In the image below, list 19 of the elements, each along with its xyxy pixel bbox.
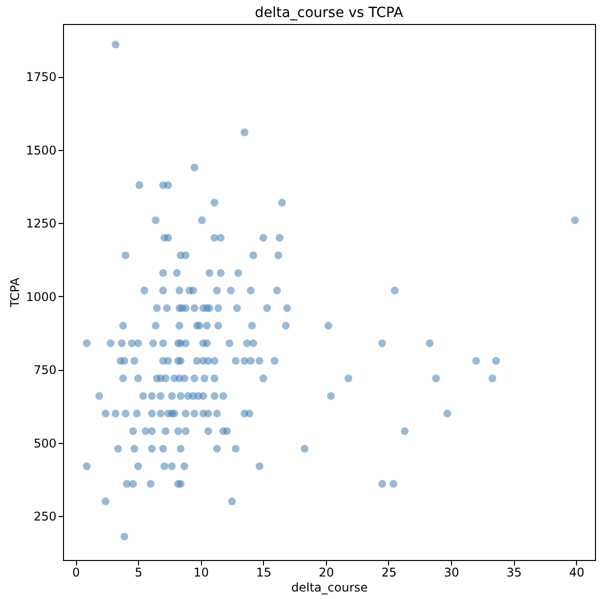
y-axis-title: TCPA xyxy=(8,276,22,308)
x-tick-label: 15 xyxy=(256,566,272,580)
y-tick-label: 250 xyxy=(34,510,56,524)
y-tick-label: 1750 xyxy=(26,70,56,84)
y-tick-label: 1500 xyxy=(26,143,56,158)
x-tick-label: 5 xyxy=(134,566,142,580)
y-tick-label: 1000 xyxy=(26,290,56,304)
x-tick-label: 10 xyxy=(194,566,209,580)
y-tick-label: 1250 xyxy=(26,216,56,231)
y-tick-label: 500 xyxy=(34,436,56,450)
x-tick-label: 30 xyxy=(444,566,460,580)
x-tick-label: 20 xyxy=(318,566,334,580)
x-tick-label: 25 xyxy=(381,566,397,580)
chart-title: delta_course vs TCPA xyxy=(254,5,404,21)
y-tick-label: 750 xyxy=(34,363,56,378)
x-tick-label: 0 xyxy=(72,566,80,580)
x-tick-label: 40 xyxy=(569,566,584,580)
x-tick-label: 35 xyxy=(506,566,522,580)
x-axis-title: delta_course xyxy=(291,580,368,594)
